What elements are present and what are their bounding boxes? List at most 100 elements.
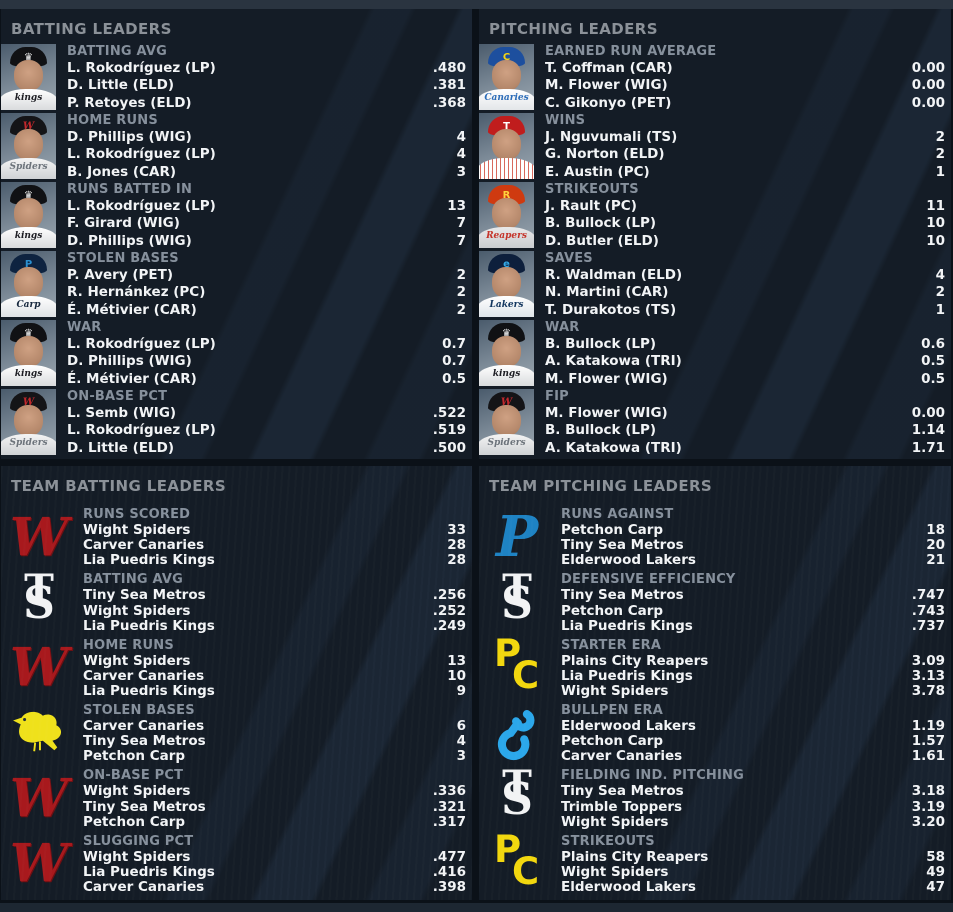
player-portrait-kings[interactable]: ♛ kings [1,182,56,248]
leader-row[interactable]: D. Phillips (WIG) 0.7 [67,353,466,370]
player-portrait-kings[interactable]: ♛ kings [479,320,534,386]
leader-row[interactable]: M. Flower (WIG) 0.5 [545,371,945,388]
leader-row[interactable]: Petchon Carp 3 [83,749,466,764]
leader-row[interactable]: N. Martini (CAR) 2 [545,284,945,301]
leader-row[interactable]: R. Waldman (ELD) 4 [545,267,945,284]
leader-row[interactable]: Trimble Toppers 3.19 [561,799,945,815]
leader-row[interactable]: D. Phillips (WIG) 7 [67,233,466,250]
player-portrait-kings[interactable]: ♛ kings [1,44,56,110]
leader-row[interactable]: A. Katakowa (TRI) 0.5 [545,353,945,370]
leader-row[interactable]: Wight Spiders .252 [83,603,466,619]
player-portrait-reapers[interactable]: R Reapers [479,182,534,248]
leader-row[interactable]: Tiny Sea Metros 3.18 [561,784,945,799]
leader-row[interactable]: É. Métivier (CAR) 0.5 [67,371,466,388]
leader-row[interactable]: Carver Canaries 6 [83,718,466,734]
leader-row[interactable]: Lia Puedris Kings 3.13 [561,668,945,684]
leader-value: 0.00 [911,94,945,111]
leader-row[interactable]: J. Rault (PC) 11 [545,198,945,215]
leader-row[interactable]: Elderwood Lakers 47 [561,879,945,895]
leader-row[interactable]: Carver Canaries 10 [83,668,466,684]
player-portrait-canaries[interactable]: C Canaries [479,44,534,110]
leader-row[interactable]: Plains City Reapers 3.09 [561,653,945,669]
leader-row[interactable]: Wight Spiders 49 [561,864,945,880]
leader-row[interactable]: L. Rokodríguez (LP) 0.7 [67,336,466,353]
leader-row[interactable]: Petchon Carp .743 [561,603,945,619]
leader-row[interactable]: Carver Canaries .398 [83,879,466,895]
leader-row[interactable]: Lia Puedris Kings .416 [83,864,466,880]
leader-row[interactable]: B. Bullock (LP) 10 [545,215,945,232]
leader-row[interactable]: Lia Puedris Kings .249 [83,618,466,634]
leader-row[interactable]: A. Katakowa (TRI) 1.71 [545,440,945,457]
leader-row[interactable]: Tiny Sea Metros 20 [561,538,945,553]
stat-category-label: HOME RUNS [67,113,158,128]
leader-row[interactable]: É. Métivier (CAR) 2 [67,302,466,319]
leader-row[interactable]: Carver Canaries 1.61 [561,749,945,764]
leader-row[interactable]: Tiny Sea Metros .747 [561,588,945,603]
elderwood-lakers-logo[interactable] [485,704,549,762]
leader-row[interactable]: J. Nguvumali (TS) 2 [545,129,945,146]
section-runs-against: P RUNS AGAINST Petchon Carp 18 Tiny Sea M… [479,504,951,571]
leader-row[interactable]: D. Butler (ELD) 10 [545,233,945,250]
wight-spiders-logo[interactable]: W [9,833,69,895]
leader-row[interactable]: Petchon Carp 18 [561,522,945,538]
wight-spiders-logo[interactable]: W [9,637,69,699]
leader-row[interactable]: M. Flower (WIG) 0.00 [545,77,945,94]
player-portrait-spiders[interactable]: W Spiders [479,389,534,455]
wight-spiders-logo[interactable]: W [9,506,69,568]
leader-row[interactable]: B. Bullock (LP) 0.6 [545,336,945,353]
leader-row[interactable]: G. Norton (ELD) 2 [545,146,945,163]
leader-row[interactable]: Wight Spiders 3.78 [561,683,945,699]
player-portrait-carp[interactable]: P Carp [1,251,56,317]
leader-row[interactable]: D. Little (ELD) .381 [67,77,466,94]
leader-row[interactable]: Lia Puedris Kings 28 [83,553,466,568]
leader-row[interactable]: Plains City Reapers 58 [561,849,945,865]
leader-row[interactable]: L. Rokodríguez (LP) .519 [67,422,466,439]
leader-row[interactable]: T. Coffman (CAR) 0.00 [545,60,945,77]
player-portrait-kings[interactable]: ♛ kings [1,320,56,386]
leader-row[interactable]: Wight Spiders 13 [83,653,466,669]
player-portrait-spiders[interactable]: W Spiders [1,389,56,455]
leader-row[interactable]: R. Hernánkez (PC) 2 [67,284,466,301]
leader-row[interactable]: Tiny Sea Metros .321 [83,799,466,815]
player-portrait-metros[interactable]: T [479,113,534,179]
leader-row[interactable]: Tiny Sea Metros .256 [83,588,466,603]
leader-row[interactable]: F. Girard (WIG) 7 [67,215,466,232]
player-face [14,198,43,229]
leader-row[interactable]: Elderwood Lakers 1.19 [561,718,945,734]
leader-row[interactable]: L. Semb (WIG) .522 [67,405,466,422]
wight-spiders-logo[interactable]: W [9,767,69,829]
player-portrait-lakers[interactable]: e Lakers [479,251,534,317]
petchon-carp-logo[interactable]: P [495,504,539,570]
leader-row[interactable]: T. Durakotos (TS) 1 [545,302,945,319]
leader-row[interactable]: E. Austin (PC) 1 [545,164,945,181]
leader-row[interactable]: C. Gikonyo (PET) 0.00 [545,95,945,112]
leader-row[interactable]: Petchon Carp .317 [83,814,466,830]
leader-row[interactable]: D. Phillips (WIG) 4 [67,129,466,146]
leader-row[interactable]: L. Rokodríguez (LP) 4 [67,146,466,163]
leader-row[interactable]: Wight Spiders 33 [83,522,466,538]
leader-row[interactable]: Lia Puedris Kings .737 [561,618,945,634]
player-portrait-spiders[interactable]: W Spiders [1,113,56,179]
leader-row[interactable]: M. Flower (WIG) 0.00 [545,405,945,422]
leader-row[interactable]: Carver Canaries 28 [83,538,466,553]
leader-row[interactable]: L. Rokodríguez (LP) 13 [67,198,466,215]
leader-row[interactable]: B. Jones (CAR) 3 [67,164,466,181]
leader-row[interactable]: D. Little (ELD) .500 [67,440,466,457]
leader-row[interactable]: Tiny Sea Metros 4 [83,733,466,749]
leader-row[interactable]: Petchon Carp 1.57 [561,733,945,749]
leader-row[interactable]: Lia Puedris Kings 9 [83,683,466,699]
leader-row[interactable]: B. Bullock (LP) 1.14 [545,422,945,439]
leader-row[interactable]: Elderwood Lakers 21 [561,553,945,568]
leader-row[interactable]: L. Rokodríguez (LP) .480 [67,60,466,77]
leader-row[interactable]: Wight Spiders .477 [83,849,466,865]
leader-row[interactable]: Wight Spiders .336 [83,784,466,799]
leader-row[interactable]: P. Retoyes (ELD) .368 [67,95,466,112]
leader-row[interactable]: Wight Spiders 3.20 [561,814,945,830]
leader-row[interactable]: P. Avery (PET) 2 [67,267,466,284]
carver-canaries-logo[interactable] [7,704,71,762]
